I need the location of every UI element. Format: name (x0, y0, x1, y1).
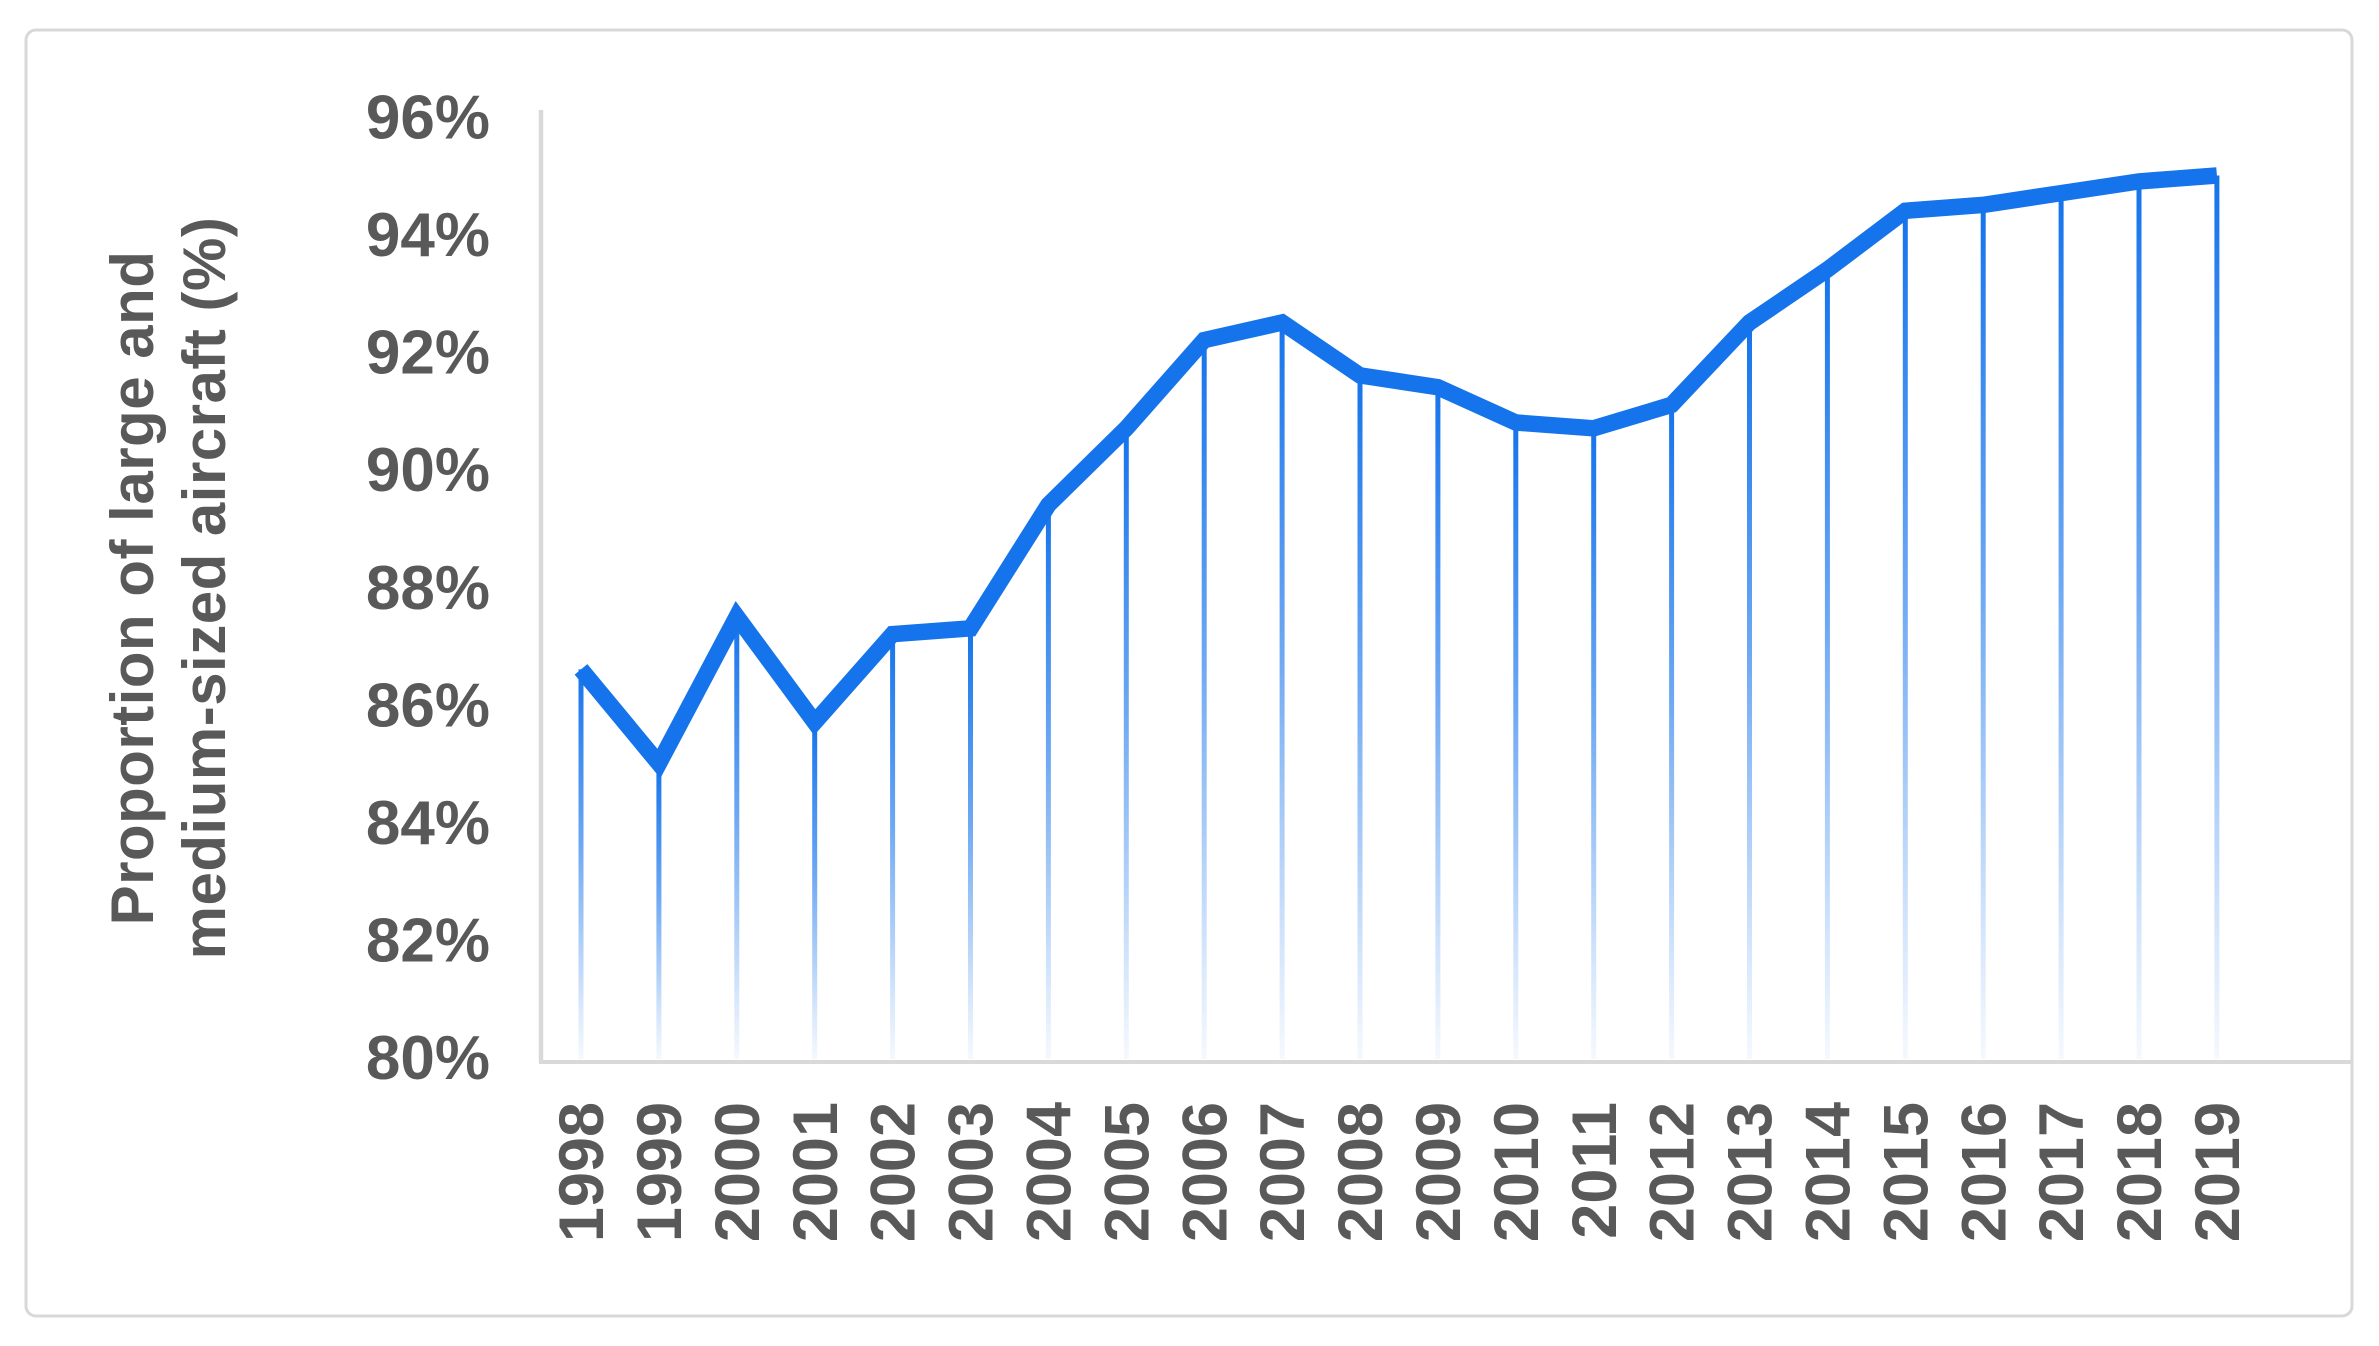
x-tick-label: 2008 (1326, 1102, 1396, 1242)
x-tick-label: 2014 (1793, 1102, 1863, 1242)
x-tick-label: 2010 (1482, 1102, 1552, 1242)
y-tick-label: 84% (366, 789, 490, 858)
y-tick-label: 88% (366, 554, 490, 623)
y-axis-title-line-2: medium-sized aircraft (%) (171, 217, 238, 960)
y-axis-title-line-1: Proportion of large and (99, 251, 166, 926)
x-tick-label: 2007 (1248, 1102, 1318, 1242)
x-tick-label: 2003 (937, 1102, 1007, 1242)
y-tick-label: 86% (366, 671, 490, 740)
x-tick-label: 2013 (1716, 1102, 1786, 1242)
y-tick-label: 94% (366, 201, 490, 270)
x-tick-label: 2000 (703, 1102, 773, 1242)
x-tick-label: 2005 (1092, 1102, 1162, 1242)
x-tick-label: 2006 (1170, 1102, 1240, 1242)
x-tick-label: 2015 (1871, 1102, 1941, 1242)
x-tick-label: 2018 (2105, 1102, 2175, 1242)
y-tick-label: 92% (366, 319, 490, 388)
y-tick-label: 82% (366, 907, 490, 976)
x-tick-label: 1999 (625, 1102, 695, 1242)
x-tick-label: 2001 (781, 1102, 851, 1242)
x-tick-label: 2004 (1014, 1102, 1084, 1242)
x-tick-label: 2011 (1560, 1102, 1630, 1239)
y-tick-label: 90% (366, 436, 490, 505)
x-tick-label: 2012 (1638, 1102, 1708, 1242)
y-tick-label: 80% (366, 1024, 490, 1093)
x-tick-label: 2016 (1949, 1102, 2019, 1242)
x-tick-label: 2017 (2027, 1102, 2097, 1242)
chart-frame-border (24, 28, 2354, 1318)
data-line-series (574, 167, 2218, 779)
y-tick-label: 96% (366, 83, 490, 152)
x-tick-label: 2002 (859, 1102, 929, 1242)
x-tick-label: 1998 (547, 1102, 617, 1242)
x-tick-label: 2019 (2183, 1102, 2253, 1242)
x-tick-label: 2009 (1404, 1102, 1474, 1242)
